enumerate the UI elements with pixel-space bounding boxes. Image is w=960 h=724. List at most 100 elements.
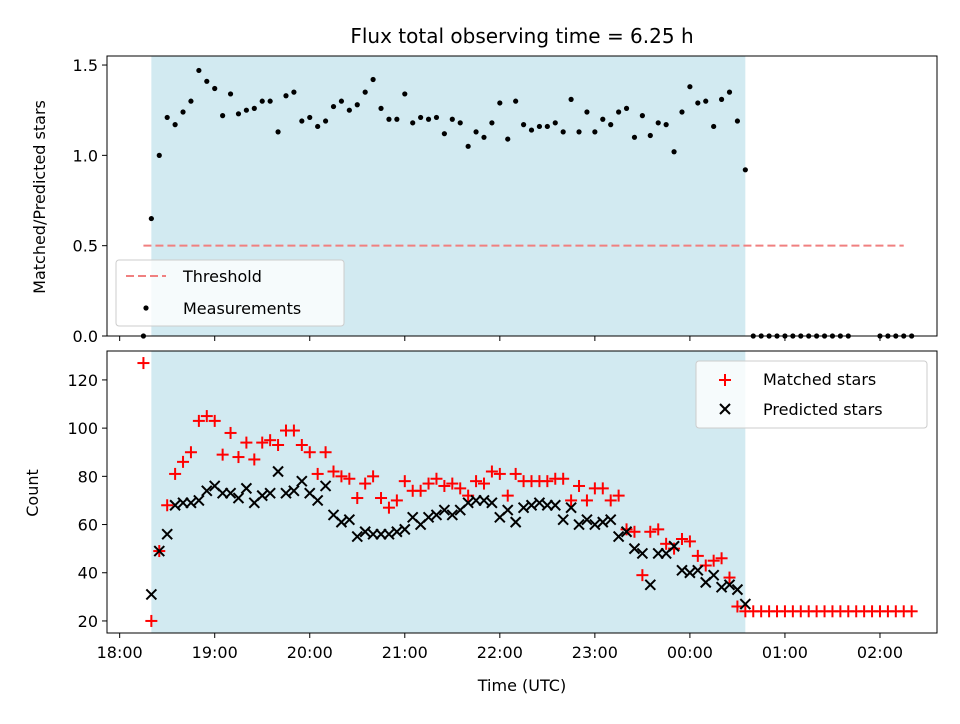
measurement-point — [378, 105, 384, 111]
predicted-star-point — [335, 516, 348, 528]
measurement-point — [584, 109, 590, 115]
measurement-point — [703, 98, 709, 104]
measurement-point — [671, 149, 677, 155]
measurement-point — [449, 116, 455, 122]
matched-star-point — [303, 446, 316, 459]
bottom-legend-box — [695, 360, 928, 429]
predicted-star-point — [446, 509, 459, 521]
measurement-point — [180, 109, 186, 115]
measurement-point — [291, 89, 297, 95]
matched-star-point — [335, 470, 348, 483]
measurement-point — [489, 120, 495, 126]
measurement-point — [283, 93, 289, 99]
predicted-star-point — [288, 485, 300, 497]
predicted-star-point — [359, 526, 371, 538]
matched-star-point — [343, 472, 356, 485]
measurement-point — [307, 114, 313, 121]
predicted-star-point — [224, 487, 237, 499]
matched-star-point — [256, 436, 269, 449]
measurement-point — [196, 67, 202, 74]
measurement-point — [718, 96, 725, 102]
matched-star-point — [723, 571, 736, 584]
measurement-point — [433, 114, 440, 121]
matched-star-point — [573, 479, 586, 492]
measurement-point — [544, 123, 550, 130]
measurement-point — [259, 98, 265, 104]
legend-predicted-swatch — [719, 403, 731, 415]
matched-star-point — [430, 472, 443, 485]
predicted-star-point — [169, 499, 181, 511]
matched-star-point — [192, 414, 205, 427]
measurement-point — [623, 105, 630, 111]
top-legend: Threshold Measurements — [115, 259, 345, 327]
y-tick-label: 20 — [78, 612, 98, 631]
measurement-point — [370, 76, 376, 83]
measurement-point — [505, 136, 511, 142]
matched-star-point — [295, 439, 308, 451]
measurement-point — [726, 89, 733, 95]
matched-star-point — [208, 414, 221, 427]
measurement-point — [418, 114, 424, 121]
y-tick-label: 120 — [67, 371, 98, 390]
predicted-star-point — [422, 511, 435, 524]
predicted-star-point — [391, 526, 403, 538]
predicted-star-point — [478, 494, 490, 507]
matched-star-point — [224, 426, 237, 439]
y-tick-label: 40 — [78, 564, 98, 583]
measurement-point — [742, 167, 748, 173]
matched-star-point — [470, 475, 483, 488]
predicted-star-point — [557, 514, 569, 526]
legend-measurements-label: Measurements — [183, 299, 301, 318]
matched-star-point — [731, 600, 744, 613]
measurement-point — [299, 118, 305, 124]
measurement-point — [315, 123, 321, 130]
top-panel: 0.0 0.5 1.0 1.5 Matched/Predicted stars Thr… — [30, 55, 938, 346]
measurement-point — [243, 107, 249, 113]
matched-star-point — [311, 467, 324, 480]
predicted-star-point — [383, 528, 395, 540]
top-y-ticks: 0.0 0.5 1.0 1.5 — [73, 56, 107, 346]
matched-star-point — [161, 499, 174, 512]
predicted-star-point — [723, 579, 736, 591]
predicted-star-point — [438, 504, 451, 516]
predicted-star-point — [161, 528, 173, 540]
predicted-star-point — [462, 497, 474, 509]
measurement-point — [560, 129, 566, 135]
top-y-axis-label: Matched/Predicted stars — [30, 100, 49, 294]
legend-matched-label: Matched stars — [763, 370, 876, 389]
predicted-star-point — [430, 509, 443, 521]
matched-star-point — [477, 477, 490, 490]
predicted-star-point — [581, 514, 593, 526]
y-tick-label: 60 — [78, 516, 98, 535]
measurement-point — [227, 91, 234, 97]
matched-star-point — [565, 494, 578, 507]
legend-measurements-swatch — [143, 305, 149, 311]
legend-threshold-label: Threshold — [182, 267, 262, 286]
predicted-star-point — [612, 530, 625, 543]
matched-star-point — [652, 523, 665, 536]
x-tick-label: 19:00 — [192, 643, 238, 662]
x-tick-label: 22:00 — [477, 643, 523, 662]
matched-star-point — [580, 494, 593, 507]
matched-star-point — [390, 494, 403, 507]
matched-star-point — [636, 569, 649, 582]
measurement-point — [639, 113, 645, 119]
matched-star-point — [351, 492, 364, 505]
y-tick-label: 80 — [78, 467, 98, 486]
predicted-star-point — [636, 547, 649, 560]
measurement-point — [663, 122, 669, 128]
matched-star-point — [422, 477, 435, 490]
predicted-star-point — [692, 564, 704, 577]
predicted-star-point — [256, 489, 268, 502]
measurement-point — [679, 109, 685, 115]
matched-star-point — [628, 525, 641, 538]
matched-star-point — [184, 446, 197, 459]
matched-star-point — [248, 453, 261, 466]
predicted-star-point — [502, 504, 514, 516]
predicted-star-point — [676, 564, 688, 577]
matched-star-point — [493, 467, 506, 480]
matched-star-point — [232, 451, 245, 464]
matched-star-point — [327, 465, 340, 478]
measurement-point — [616, 109, 622, 115]
measurement-point — [655, 120, 661, 126]
